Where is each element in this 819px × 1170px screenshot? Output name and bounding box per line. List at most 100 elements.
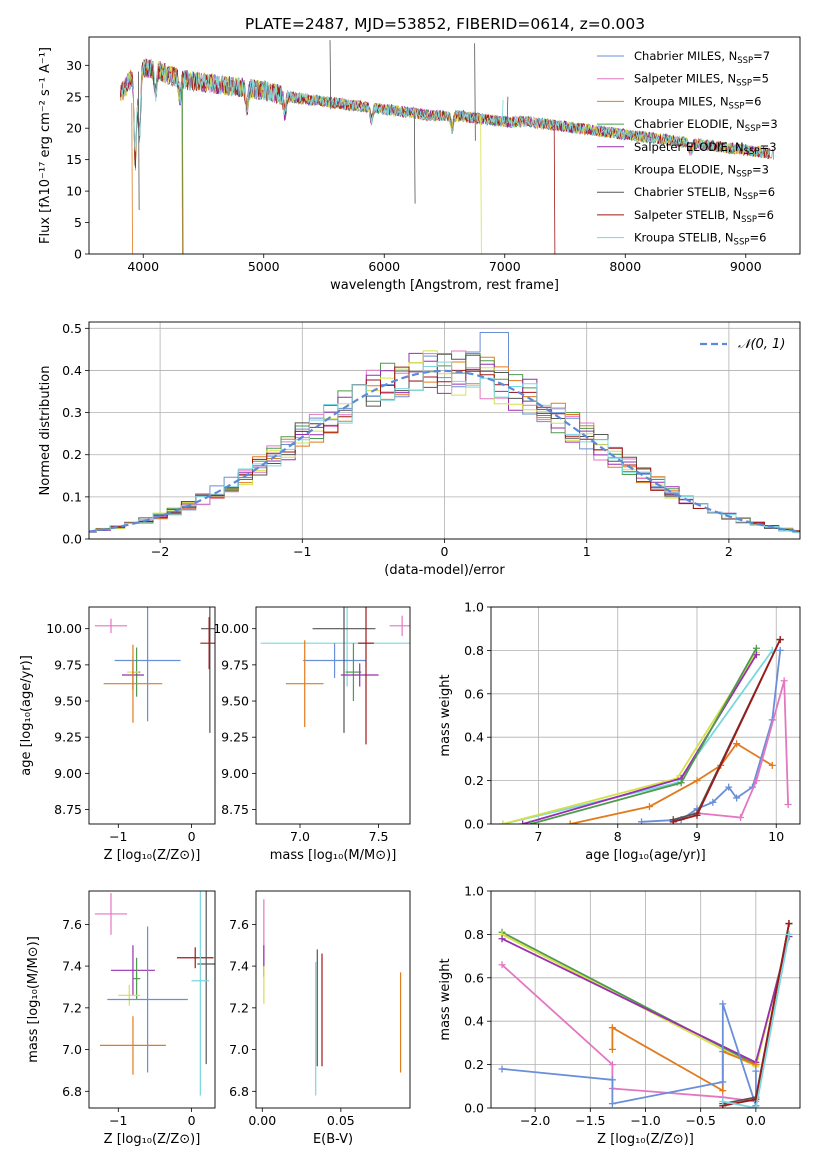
y-tick-label: 10.00	[46, 621, 82, 636]
weight-marker-yellow	[499, 820, 507, 824]
legend-label: Salpeter MILES, NSSP=5	[634, 72, 769, 89]
y-tick-label: 0.4	[464, 730, 484, 745]
weight-line-red	[672, 639, 782, 823]
legend-label: Salpeter STELIB, NSSP=6	[634, 208, 774, 225]
x-tick-label: −1	[293, 544, 311, 559]
weight-marker-pink	[498, 961, 506, 969]
x-axis-label: wavelength [Angstrom, rest frame]	[330, 278, 559, 293]
legend-label: Kroupa STELIB, NSSP=6	[634, 231, 766, 248]
x-tick-label: 6000	[368, 259, 400, 274]
y-tick-label: 7.4	[229, 959, 249, 974]
y-axis-label: age [log₁₀(age/yr)]	[19, 655, 34, 776]
y-tick-label: 0.3	[62, 405, 82, 420]
spectrum-panel: 4000 5000 6000 7000 8000 9000 0 5 10 15 20 25 30 wave…	[38, 36, 801, 293]
weight-line-yellow	[502, 652, 758, 824]
weight-marker-pink	[780, 677, 788, 685]
x-axis-label: E(B-V)	[313, 1132, 353, 1147]
spectrum-spike	[329, 40, 332, 110]
y-tick-label: 9.00	[54, 766, 82, 781]
weight-marker-orange	[733, 740, 741, 748]
weight-marker-blue	[776, 646, 784, 654]
weight-marker-red	[693, 811, 701, 819]
x-axis-label: (data-model)/error	[384, 563, 505, 578]
y-tick-label: 0.2	[464, 773, 484, 788]
y-axis-label: mass [log₁₀(M/M⊙)]	[26, 936, 41, 1063]
axes-frame	[88, 606, 216, 825]
y-tick-label: 0.8	[464, 643, 484, 658]
weight-line-purple	[522, 654, 758, 824]
x-tick-label: −1	[109, 829, 127, 844]
legend-label: Chabrier ELODIE, NSSP=3	[634, 117, 778, 134]
spectrum-spike	[413, 115, 416, 204]
weight-marker-blue	[498, 1065, 506, 1073]
x-tick-label: 8000	[609, 259, 641, 274]
weight-line-orange	[570, 742, 773, 824]
x-tick-label: 0.05	[327, 1113, 355, 1128]
gaussian-curve	[89, 369, 800, 533]
plot-area	[263, 899, 402, 1096]
y-tick-label: 0.2	[62, 447, 82, 462]
weight-line-green	[530, 647, 758, 824]
x-tick-label: 7.0	[290, 829, 310, 844]
y-tick-label: 9.75	[221, 657, 249, 672]
legend-label: Chabrier MILES, NSSP=7	[634, 49, 770, 66]
y-axis-label: mass weight	[438, 958, 453, 1040]
x-tick-label: 9	[693, 829, 701, 844]
x-tick-label: −2	[151, 544, 169, 559]
x-tick-label: 8	[614, 829, 622, 844]
legend-label: Chabrier STELIB, NSSP=6	[634, 185, 775, 202]
weight-marker-orange	[768, 761, 776, 769]
histogram-gray	[89, 353, 800, 533]
y-tick-label: 7.2	[62, 1000, 82, 1015]
x-axis-label: Z [log₁₀(Z/Z⊙)]	[597, 1132, 694, 1147]
residual-histogram-panel: −2 −1 0 1 2 0.0 0.1 0.2 0.3 0.4 0.5 (data-model)/er…	[38, 321, 801, 578]
plot-area	[94, 607, 215, 733]
weight-marker-orange	[566, 820, 574, 824]
weight-marker-pink	[737, 813, 745, 821]
y-tick-label: 25	[66, 89, 82, 104]
x-tick-label: 7000	[489, 259, 521, 274]
weight-marker-orange	[608, 1045, 616, 1053]
weight-marker-purple	[498, 935, 506, 943]
y-tick-label: 0.4	[62, 363, 82, 378]
plot-area	[119, 40, 774, 254]
y-tick-label: 9.50	[221, 694, 249, 709]
plot-area	[260, 607, 410, 745]
y-tick-label: 9.25	[54, 730, 82, 745]
y-tick-label: 0.6	[464, 686, 484, 701]
y-tick-label: 9.75	[54, 657, 82, 672]
x-axis-label: age [log₁₀(age/yr)]	[585, 848, 706, 863]
y-tick-label: 8.75	[221, 802, 249, 817]
weight-marker-cyan	[785, 930, 793, 938]
weight-marker-blue	[733, 794, 741, 802]
x-tick-label: 4000	[127, 259, 159, 274]
y-axis-label: Normed distribution	[38, 366, 53, 496]
y-tick-label: 8.75	[54, 802, 82, 817]
x-tick-label: 1	[583, 544, 591, 559]
weight-marker-orange	[752, 1061, 760, 1069]
y-tick-label: 7.2	[229, 1000, 249, 1015]
spectrum-spike	[506, 96, 509, 122]
weight-marker-orange	[608, 1024, 616, 1032]
weight-marker-blue	[725, 783, 733, 791]
axes-frame	[490, 890, 801, 1109]
weight-line-cyan	[722, 934, 790, 1108]
x-axis-label: Z [log₁₀(Z/Z⊙)]	[104, 848, 201, 863]
y-tick-label: 10.00	[213, 621, 249, 636]
spectrum-cyan	[120, 59, 770, 158]
weight-marker-purple	[519, 820, 527, 824]
weight-line-pink	[501, 964, 757, 1103]
y-tick-label: 7.0	[62, 1042, 82, 1057]
plot-area	[499, 636, 792, 824]
x-axis-label: mass [log₁₀(M/M⊙)]	[270, 848, 397, 863]
spectrum-spike	[553, 121, 556, 254]
spectrum-title: PLATE=2487, MJD=53852, FIBERID=0614, z=0…	[245, 15, 645, 33]
y-tick-label: 7.6	[62, 917, 82, 932]
weight-marker-red	[776, 636, 784, 644]
axes-frame	[88, 321, 801, 540]
age-mass-weight-panel: 7 8 9 10 0.0 0.2 0.4 0.6 0.8 1.0 age [log₁₀(age/yr…	[438, 600, 801, 863]
x-tick-label: 7	[535, 829, 543, 844]
x-tick-label: −0.5	[685, 1113, 715, 1128]
weight-marker-pink	[784, 800, 792, 808]
